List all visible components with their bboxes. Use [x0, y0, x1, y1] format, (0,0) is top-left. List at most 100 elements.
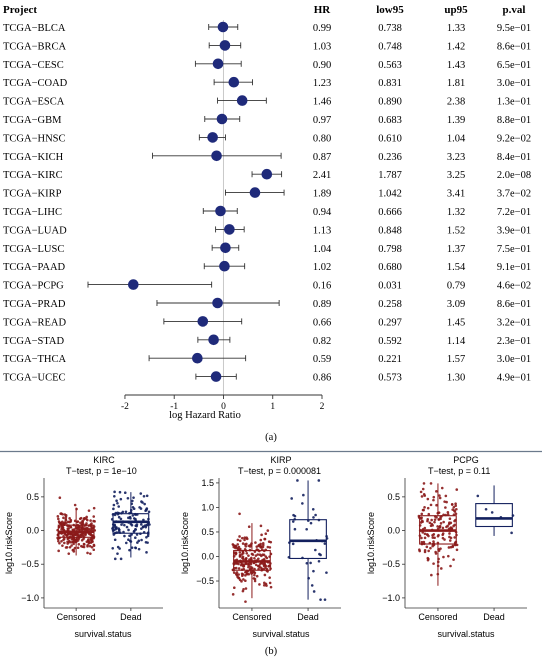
data-point — [238, 512, 241, 516]
hr-value: 0.94 — [313, 207, 332, 218]
data-point — [451, 508, 454, 511]
data-point — [88, 544, 92, 548]
low95-value: 0.221 — [378, 354, 402, 365]
data-point — [439, 517, 442, 521]
data-point — [319, 598, 322, 601]
up95-value: 1.42 — [447, 41, 465, 52]
data-point — [134, 546, 138, 550]
data-point — [296, 479, 299, 482]
data-point — [266, 545, 270, 549]
data-point — [259, 538, 263, 542]
data-point — [455, 507, 458, 511]
data-point — [245, 536, 248, 540]
data-point — [137, 539, 141, 543]
hr-value: 0.86 — [313, 373, 331, 384]
boxplot-kirc-subtitle: T−test, p = 1e−10 — [66, 466, 137, 476]
up95-value: 1.04 — [447, 133, 466, 144]
data-point — [234, 562, 238, 565]
panel-a-label: (a) — [265, 432, 277, 443]
data-point — [146, 534, 150, 538]
data-point — [447, 546, 451, 549]
data-point — [312, 569, 315, 573]
data-point — [125, 525, 129, 529]
data-point — [255, 574, 259, 578]
up95-value: 0.79 — [447, 281, 465, 292]
y-tick-label: −1.0 — [382, 593, 400, 603]
data-point — [432, 540, 435, 543]
data-point — [86, 518, 89, 522]
hazard-ratio-point — [207, 132, 218, 143]
data-point — [244, 545, 248, 548]
project-label: TCGA−HNSC — [3, 133, 66, 144]
pval-value: 8.6e−01 — [497, 299, 531, 310]
data-point — [247, 525, 251, 529]
up95-value: 1.30 — [447, 373, 465, 384]
data-point — [441, 526, 445, 530]
data-point — [449, 536, 453, 540]
data-point — [56, 515, 60, 518]
up95-value: 1.43 — [447, 60, 465, 71]
data-point — [236, 543, 240, 546]
data-point — [119, 497, 123, 501]
data-point — [136, 541, 139, 544]
hazard-ratio-point — [217, 21, 229, 33]
data-point — [66, 542, 69, 545]
data-point — [435, 503, 438, 507]
data-point — [90, 534, 94, 537]
data-point — [510, 531, 513, 535]
data-point — [309, 521, 313, 525]
data-point — [425, 545, 429, 549]
data-point — [423, 550, 427, 554]
data-point — [484, 507, 488, 511]
data-point — [431, 536, 435, 539]
data-point — [443, 500, 446, 503]
up95-value: 3.09 — [447, 299, 465, 310]
data-point — [245, 551, 249, 555]
data-point — [113, 557, 117, 561]
data-point — [64, 515, 68, 519]
data-point — [240, 580, 243, 583]
pval-value: 4.9e−01 — [497, 373, 531, 384]
data-point — [238, 539, 242, 543]
x-tick-label: -2 — [121, 402, 129, 412]
data-point — [82, 545, 86, 549]
data-point — [144, 525, 148, 529]
data-point — [427, 549, 430, 553]
data-point — [60, 522, 63, 526]
data-point — [441, 532, 445, 535]
x-tick-label: 1 — [270, 402, 275, 412]
data-point — [245, 572, 249, 575]
data-point — [87, 539, 91, 543]
data-point — [259, 566, 263, 569]
hr-value: 0.66 — [313, 317, 331, 328]
data-point — [112, 507, 115, 511]
data-point — [62, 522, 66, 526]
hazard-ratio-point — [210, 371, 222, 382]
up95-value: 1.14 — [447, 336, 466, 347]
data-point — [422, 540, 426, 544]
data-point — [317, 559, 321, 563]
data-point — [69, 540, 73, 544]
data-point — [86, 544, 89, 547]
data-point — [67, 552, 71, 555]
data-point — [293, 527, 297, 531]
data-point — [445, 500, 448, 504]
data-point — [57, 549, 60, 553]
data-point — [140, 538, 143, 542]
data-point — [234, 552, 238, 555]
up95-value: 1.39 — [447, 115, 465, 126]
data-point — [257, 564, 260, 568]
data-point — [432, 562, 435, 565]
data-point — [131, 514, 135, 517]
data-point — [115, 499, 118, 503]
data-point — [438, 524, 442, 528]
hr-value: 2.41 — [313, 170, 331, 181]
data-point — [80, 544, 83, 548]
data-point — [448, 539, 452, 542]
data-point — [140, 527, 143, 530]
data-point — [455, 488, 459, 491]
column-header-up95: up95 — [444, 4, 468, 16]
project-label: TCGA−KICH — [3, 152, 64, 163]
data-point — [235, 571, 239, 574]
data-point — [251, 553, 255, 556]
